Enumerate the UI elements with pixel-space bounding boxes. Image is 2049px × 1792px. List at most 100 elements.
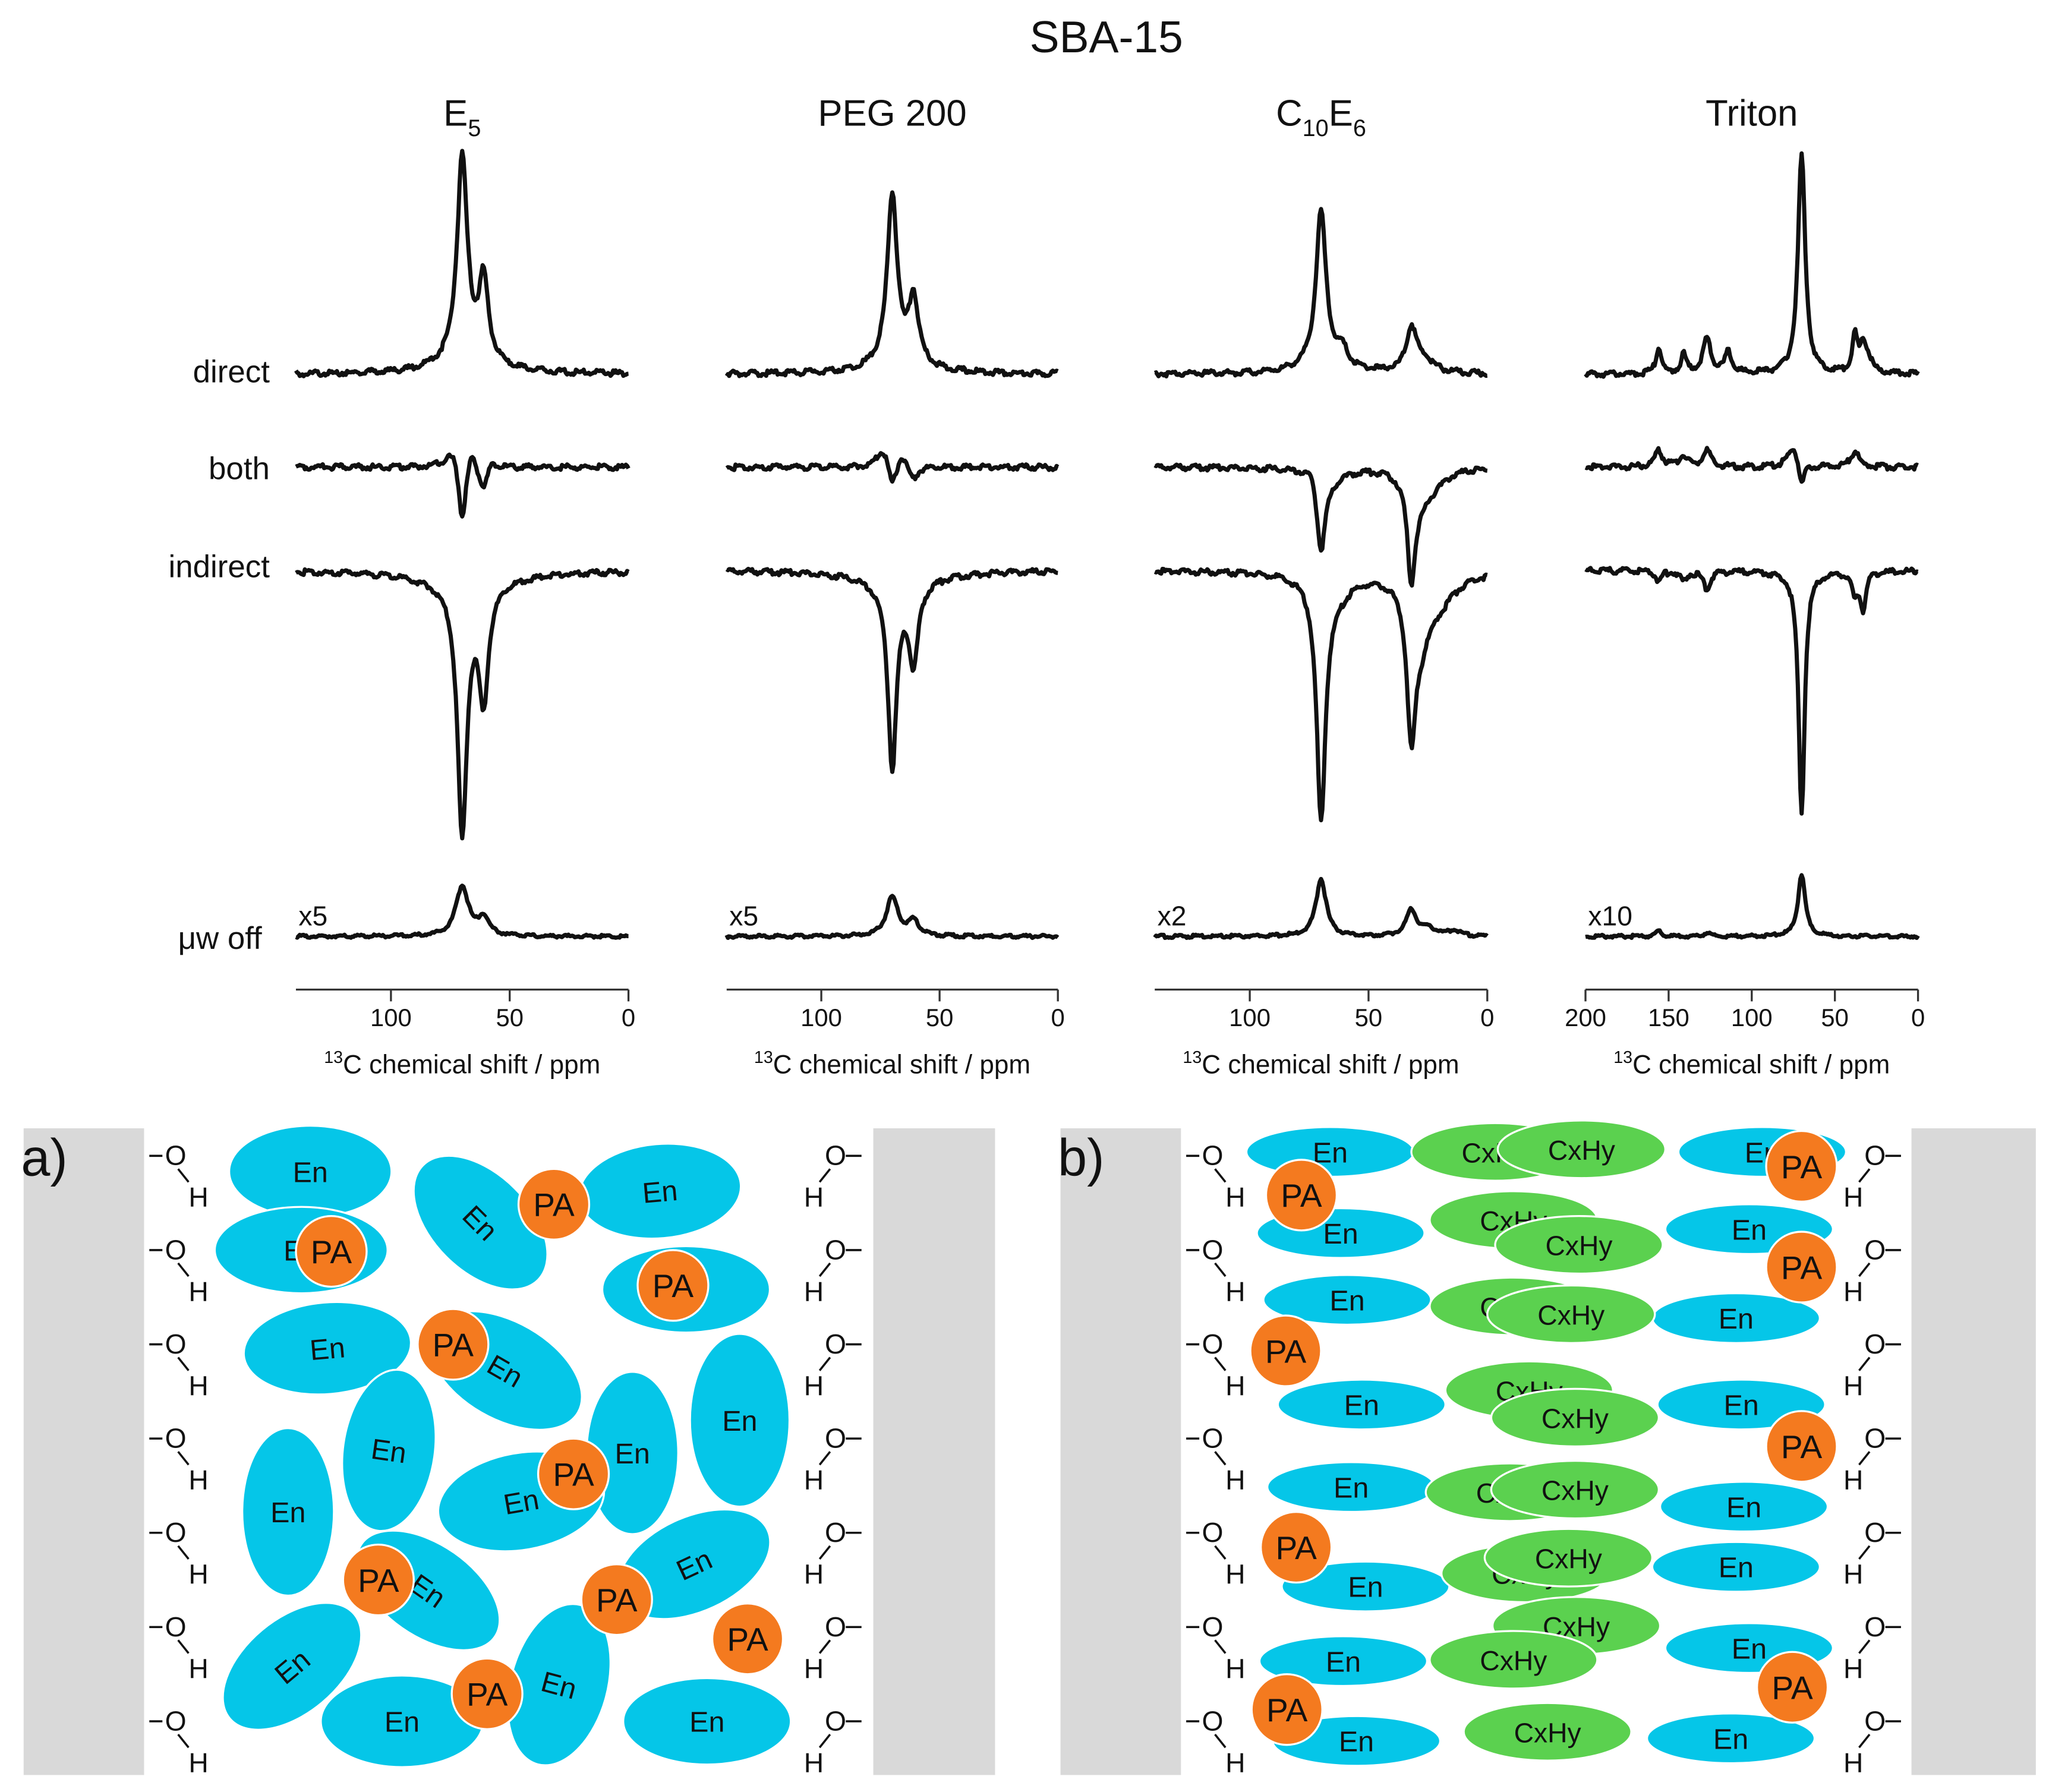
hydrogen-label: H <box>1843 1559 1863 1590</box>
cxhy-label: CxHy <box>1535 1543 1603 1574</box>
hydrogen-label: H <box>804 1653 824 1684</box>
hydrogen-label: H <box>804 1465 824 1496</box>
en-ellipse: En <box>1258 1635 1429 1687</box>
silanol-group: OH <box>1843 1611 1901 1684</box>
pa-label: PA <box>311 1233 352 1270</box>
oxygen-label: O <box>1864 1517 1886 1548</box>
hydrogen-label: H <box>1225 1465 1245 1496</box>
pa-label: PA <box>433 1326 474 1363</box>
cxhy-ellipse: CxHy <box>1490 1459 1660 1520</box>
spectrum-trace-indirect <box>725 566 1059 774</box>
oxygen-label: O <box>1864 1705 1886 1736</box>
en-label: En <box>1329 1285 1364 1317</box>
pa-label: PA <box>727 1621 768 1658</box>
hydrogen-label: H <box>188 1747 208 1778</box>
en-label: En <box>1713 1723 1748 1755</box>
cxhy-label: CxHy <box>1537 1300 1605 1331</box>
x-axis-label: 13C chemical shift / ppm <box>1613 1048 1890 1080</box>
pa-label: PA <box>1781 1249 1823 1286</box>
cxhy-label: CxHy <box>1548 1135 1616 1166</box>
en-label: En <box>722 1405 757 1437</box>
en-ellipse: En <box>341 1368 437 1532</box>
silica-wall <box>23 1128 144 1775</box>
silanol-group: OH <box>1843 1705 1901 1778</box>
scheme-b: b) OHOHOHOHOHOHOHOHOHOHOHOHOHOHEnEnEnEnEn… <box>1058 1119 2036 1778</box>
cxhy-ellipse: CxHy <box>1483 1528 1654 1588</box>
x-axis-label: 13C chemical shift / ppm <box>324 1048 600 1080</box>
pa-circle: PA <box>636 1249 710 1322</box>
en-ellipse: En <box>412 1154 548 1291</box>
en-label: En <box>293 1156 328 1188</box>
spectrum-trace-indirect <box>1153 566 1489 822</box>
cxhy-ellipse: CxHy <box>1486 1284 1656 1344</box>
silanol-group: OH <box>1843 1234 1901 1307</box>
cxhy-label: CxHy <box>1542 1475 1609 1506</box>
en-ellipse: En <box>1266 1461 1436 1513</box>
x-tick-label: 100 <box>800 1004 842 1031</box>
x-tick-label: 50 <box>1821 1004 1849 1031</box>
silanol-group: OH <box>1186 1329 1246 1401</box>
silanol-group: OH <box>1186 1423 1246 1496</box>
oxygen-label: O <box>1202 1611 1224 1642</box>
pa-circle: PA <box>450 1657 524 1730</box>
cxhy-ellipse: CxHy <box>1496 1119 1667 1179</box>
x-axis-label: 13C chemical shift / ppm <box>754 1048 1030 1080</box>
silanol-group: OH <box>804 1705 862 1778</box>
spectrum-trace-indirect <box>1584 566 1919 816</box>
x-tick-label: 0 <box>1911 1004 1925 1031</box>
en-ellipse: En <box>1281 1560 1451 1613</box>
pa-label: PA <box>652 1267 694 1304</box>
x-tick-label: 200 <box>1565 1004 1606 1031</box>
en-label: En <box>1719 1552 1754 1584</box>
oxygen-label: O <box>1202 1234 1224 1265</box>
pa-label: PA <box>1781 1149 1823 1185</box>
en-label: En <box>1344 1390 1379 1422</box>
hydrogen-label: H <box>804 1182 824 1213</box>
silanol-group: OH <box>804 1611 862 1684</box>
pa-circle: PA <box>1249 1314 1322 1387</box>
cxhy-label: CxHy <box>1545 1231 1613 1261</box>
en-ellipse: En <box>1659 1481 1829 1533</box>
spectrum-trace-direct <box>724 190 1059 378</box>
cxhy-ellipse: CxHy <box>1494 1214 1664 1275</box>
silanol-group: OH <box>1186 1611 1246 1684</box>
spectrum-trace-off <box>1153 876 1489 941</box>
en-label: En <box>384 1706 420 1739</box>
spectrum-panel: PEG 200 x5 100 50 0 13C chemical shift / ppm <box>724 93 1065 1080</box>
en-label: En <box>1724 1390 1759 1422</box>
hydrogen-label: H <box>804 1370 824 1401</box>
en-ellipse: En <box>242 1301 412 1396</box>
x-tick-label: 100 <box>370 1004 412 1031</box>
hydrogen-label: H <box>188 1182 208 1213</box>
scale-factor-label: x10 <box>1588 901 1632 932</box>
silanol-group: OH <box>1186 1140 1246 1213</box>
hydrogen-label: H <box>1225 1653 1245 1684</box>
en-ellipse: En <box>228 1124 393 1219</box>
silica-wall <box>1911 1128 2036 1775</box>
hydrogen-label: H <box>1843 1370 1863 1401</box>
x-axis-label: 13C chemical shift / ppm <box>1183 1048 1459 1080</box>
hydrogen-label: H <box>1843 1747 1863 1778</box>
spectrum-trace-direct <box>294 149 629 378</box>
oxygen-label: O <box>825 1140 846 1171</box>
spectrum-trace-off <box>1584 873 1920 941</box>
silanol-group: OH <box>149 1705 209 1778</box>
pa-label: PA <box>596 1582 638 1619</box>
panel-title: Triton <box>1706 93 1798 134</box>
oxygen-label: O <box>165 1140 187 1171</box>
x-tick-label: 0 <box>622 1004 635 1031</box>
oxygen-label: O <box>825 1234 846 1265</box>
hydrogen-label: H <box>804 1747 824 1778</box>
cxhy-label: CxHy <box>1480 1645 1547 1676</box>
x-tick-label: 50 <box>926 1004 954 1031</box>
silanol-group: OH <box>149 1329 209 1401</box>
x-tick-label: 0 <box>1051 1004 1065 1031</box>
x-tick-label: 50 <box>496 1004 524 1031</box>
pa-label: PA <box>1266 1692 1308 1728</box>
oxygen-label: O <box>825 1705 846 1736</box>
pa-circle: PA <box>342 1543 415 1617</box>
pa-circle: PA <box>1755 1651 1829 1724</box>
en-ellipse: En <box>1245 1126 1416 1178</box>
